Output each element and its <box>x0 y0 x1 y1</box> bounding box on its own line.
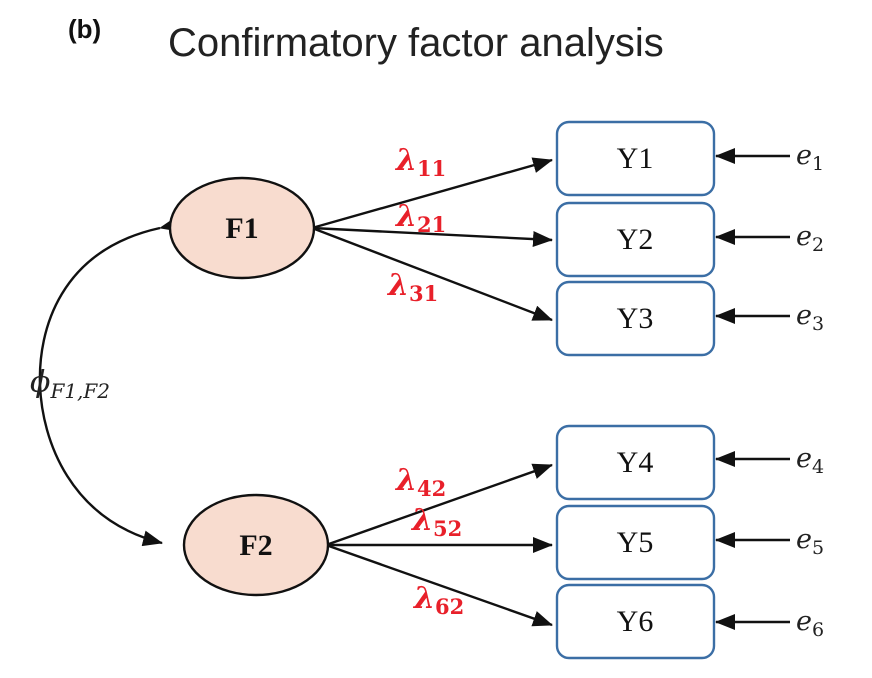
panel-label: (b) <box>68 14 101 44</box>
indicator-y5-box <box>555 504 716 581</box>
indicator-y4-box <box>555 424 716 501</box>
loading-label-l31: λ31 <box>386 268 438 306</box>
loading-label-l21: λ21 <box>394 199 446 237</box>
indicator-y4-label: Y4 <box>617 446 654 479</box>
indicator-y6-box <box>555 583 716 660</box>
error-label-e2: e2 <box>796 221 824 256</box>
error-label-e4: e4 <box>796 443 824 478</box>
indicator-y2-label: Y2 <box>617 223 654 256</box>
error-label-e5: e5 <box>796 524 824 559</box>
indicator-y1-label: Y1 <box>617 142 654 175</box>
error-label-e3: e3 <box>796 300 824 335</box>
loading-label-l11: λ11 <box>394 143 446 181</box>
loading-label-l42: λ42 <box>394 463 446 501</box>
error-label-e6: e6 <box>796 606 824 641</box>
loading-arrow-f1-y3 <box>311 226 553 322</box>
indicator-y6-label: Y6 <box>617 605 654 638</box>
indicator-y2-box <box>555 201 716 278</box>
loading-arrow-f2-y6 <box>325 543 553 627</box>
loading-arrow-f1-y2 <box>311 226 553 248</box>
covariance-label: ϕF1,F2 <box>30 365 110 403</box>
covariance-arrow <box>38 216 181 547</box>
loading-arrow-f2-y4 <box>325 463 553 547</box>
factor-f1-label: F1 <box>225 212 258 245</box>
loading-label-l52: λ52 <box>410 503 462 541</box>
loading-arrow-f1-y1 <box>311 157 553 230</box>
diagram-title: Confirmatory factor analysis <box>168 21 664 65</box>
factor-f2-label: F2 <box>239 529 272 562</box>
indicator-y1-box <box>555 120 716 197</box>
factor-f1 <box>168 176 316 280</box>
factor-f2 <box>182 493 330 597</box>
indicator-y3-label: Y3 <box>617 302 654 335</box>
indicator-y5-label: Y5 <box>617 526 654 559</box>
indicator-y3-box <box>555 280 716 357</box>
loading-label-l62: λ62 <box>412 581 464 619</box>
error-label-e1: e1 <box>796 140 824 175</box>
